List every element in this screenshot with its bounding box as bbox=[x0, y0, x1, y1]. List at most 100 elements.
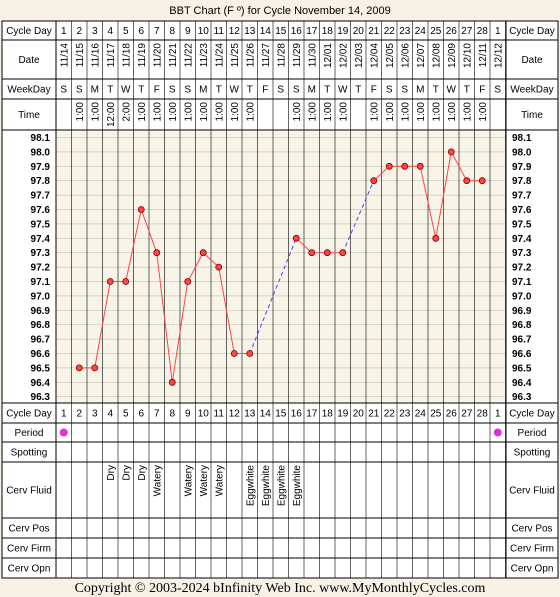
temp-segment bbox=[140, 209, 158, 253]
weekday-label: M bbox=[199, 85, 207, 96]
temp-point bbox=[385, 162, 393, 170]
date-label: 11/25 bbox=[230, 43, 241, 68]
cycle-day-label-bottom: 6 bbox=[138, 409, 144, 420]
y-tick-label-left: 97.6 bbox=[31, 205, 51, 216]
y-tick-label-right: 96.8 bbox=[512, 320, 532, 331]
y-tick-label-left: 97.7 bbox=[31, 191, 51, 202]
cycle-day-label-bottom: 20 bbox=[353, 409, 365, 420]
time-label: 1:00 bbox=[292, 102, 303, 122]
date-label: 12/10 bbox=[462, 43, 473, 68]
date-label: 11/15 bbox=[75, 43, 86, 68]
row-label-left: WeekDay bbox=[7, 85, 50, 96]
cycle-day-label: 7 bbox=[154, 26, 160, 37]
cycle-day-label-bottom: 9 bbox=[185, 409, 191, 420]
cerv-fluid-label: Watery bbox=[214, 465, 225, 496]
temp-point bbox=[230, 350, 238, 357]
date-label: 11/27 bbox=[261, 43, 272, 68]
weekday-label: S bbox=[401, 85, 408, 96]
y-tick-label-left: 96.9 bbox=[31, 306, 51, 317]
temp-segment bbox=[295, 237, 313, 254]
weekday-label: W bbox=[230, 85, 240, 96]
cerv-fluid-label: Watery bbox=[199, 465, 210, 496]
cycle-day-label-bottom: 12 bbox=[229, 409, 241, 420]
temp-segment bbox=[435, 151, 452, 239]
temp-point bbox=[370, 177, 378, 185]
date-label: 11/22 bbox=[183, 43, 194, 68]
date-label: 12/08 bbox=[431, 43, 442, 68]
temp-point bbox=[199, 249, 207, 257]
cerv-fluid-label: Dry bbox=[137, 465, 148, 481]
period-dot bbox=[493, 428, 502, 437]
period-dot bbox=[59, 428, 68, 437]
weekday-label: S bbox=[76, 85, 83, 96]
time-label: 1:00 bbox=[462, 102, 473, 122]
time-label: 1:00 bbox=[152, 102, 163, 122]
date-label: 11/24 bbox=[214, 43, 225, 68]
weekday-label: F bbox=[479, 85, 485, 96]
row-label-right: Cycle Day bbox=[509, 409, 555, 420]
time-label: 1:00 bbox=[90, 102, 101, 122]
cerv-fluid-label: Eggwhite bbox=[292, 465, 303, 507]
weekday-label: W bbox=[447, 85, 457, 96]
date-label: 12/02 bbox=[338, 43, 349, 68]
y-tick-label-left: 97.4 bbox=[31, 234, 51, 245]
row-label-left: Cycle Day bbox=[6, 409, 52, 420]
weekday-label: T bbox=[433, 85, 439, 96]
y-tick-label-left: 97.1 bbox=[31, 277, 51, 288]
row-label-left: Cerv Opn bbox=[8, 564, 51, 575]
y-tick-label-right: 96.3 bbox=[512, 392, 532, 403]
temp-segment bbox=[450, 151, 468, 181]
plot-background bbox=[56, 130, 506, 403]
date-label: 11/23 bbox=[199, 43, 210, 68]
time-label: 1:00 bbox=[323, 102, 334, 122]
footer-copyright: Copyright © 2003-2024 bInfinity Web Inc.… bbox=[75, 581, 486, 596]
weekday-label: S bbox=[277, 85, 284, 96]
temp-point bbox=[416, 162, 424, 170]
weekday-label: M bbox=[308, 85, 316, 96]
weekday-label: T bbox=[216, 85, 222, 96]
y-tick-label-left: 98.1 bbox=[31, 133, 51, 144]
cycle-day-label-bottom: 28 bbox=[477, 409, 489, 420]
y-tick-label-right: 96.9 bbox=[512, 306, 532, 317]
cerv-fluid-label: Dry bbox=[121, 465, 132, 481]
time-label: 1:00 bbox=[416, 102, 427, 122]
row-label-left: Time bbox=[18, 110, 40, 121]
y-tick-label-right: 96.7 bbox=[512, 335, 532, 346]
cycle-day-label: 14 bbox=[260, 26, 272, 37]
cycle-day-label-bottom: 15 bbox=[275, 409, 287, 420]
date-label: 11/19 bbox=[137, 43, 148, 68]
cycle-day-label: 25 bbox=[430, 26, 442, 37]
temp-point bbox=[292, 234, 300, 242]
cycle-day-label-bottom: 10 bbox=[198, 409, 210, 420]
weekday-label: T bbox=[107, 85, 113, 96]
cycle-day-label: 15 bbox=[275, 26, 287, 37]
temp-point bbox=[432, 234, 440, 242]
temp-point bbox=[75, 364, 83, 372]
time-label: 1:00 bbox=[199, 102, 210, 122]
time-label: 1:00 bbox=[307, 102, 318, 122]
weekday-label: M bbox=[91, 85, 99, 96]
row-label-left: Date bbox=[18, 55, 40, 66]
cerv-fluid-label: Dry bbox=[106, 465, 117, 481]
cerv-fluid-label: Watery bbox=[183, 465, 194, 496]
temp-segment bbox=[125, 209, 142, 282]
cycle-day-label-bottom: 5 bbox=[123, 409, 129, 420]
cycle-day-label-bottom: 23 bbox=[399, 409, 411, 420]
y-tick-label-right: 97.2 bbox=[512, 263, 532, 274]
cerv-fluid-label: Watery bbox=[152, 465, 163, 496]
row-label-right: Period bbox=[518, 428, 547, 439]
row-label-right: WeekDay bbox=[510, 85, 553, 96]
date-label: 11/21 bbox=[168, 43, 179, 68]
cycle-day-label-bottom: 21 bbox=[368, 409, 380, 420]
y-tick-label-right: 97.4 bbox=[512, 234, 532, 245]
cycle-day-label-bottom: 8 bbox=[169, 409, 175, 420]
date-label: 11/30 bbox=[307, 43, 318, 68]
cycle-day-label-bottom: 1 bbox=[495, 409, 501, 420]
row-label-right: Cerv Pos bbox=[511, 524, 552, 535]
y-tick-label-right: 97.5 bbox=[512, 219, 532, 230]
cycle-day-label: 13 bbox=[244, 26, 256, 37]
temperature-series bbox=[75, 148, 486, 386]
time-label: 1:00 bbox=[385, 102, 396, 122]
temp-point bbox=[447, 148, 455, 156]
temp-segment bbox=[156, 252, 173, 383]
